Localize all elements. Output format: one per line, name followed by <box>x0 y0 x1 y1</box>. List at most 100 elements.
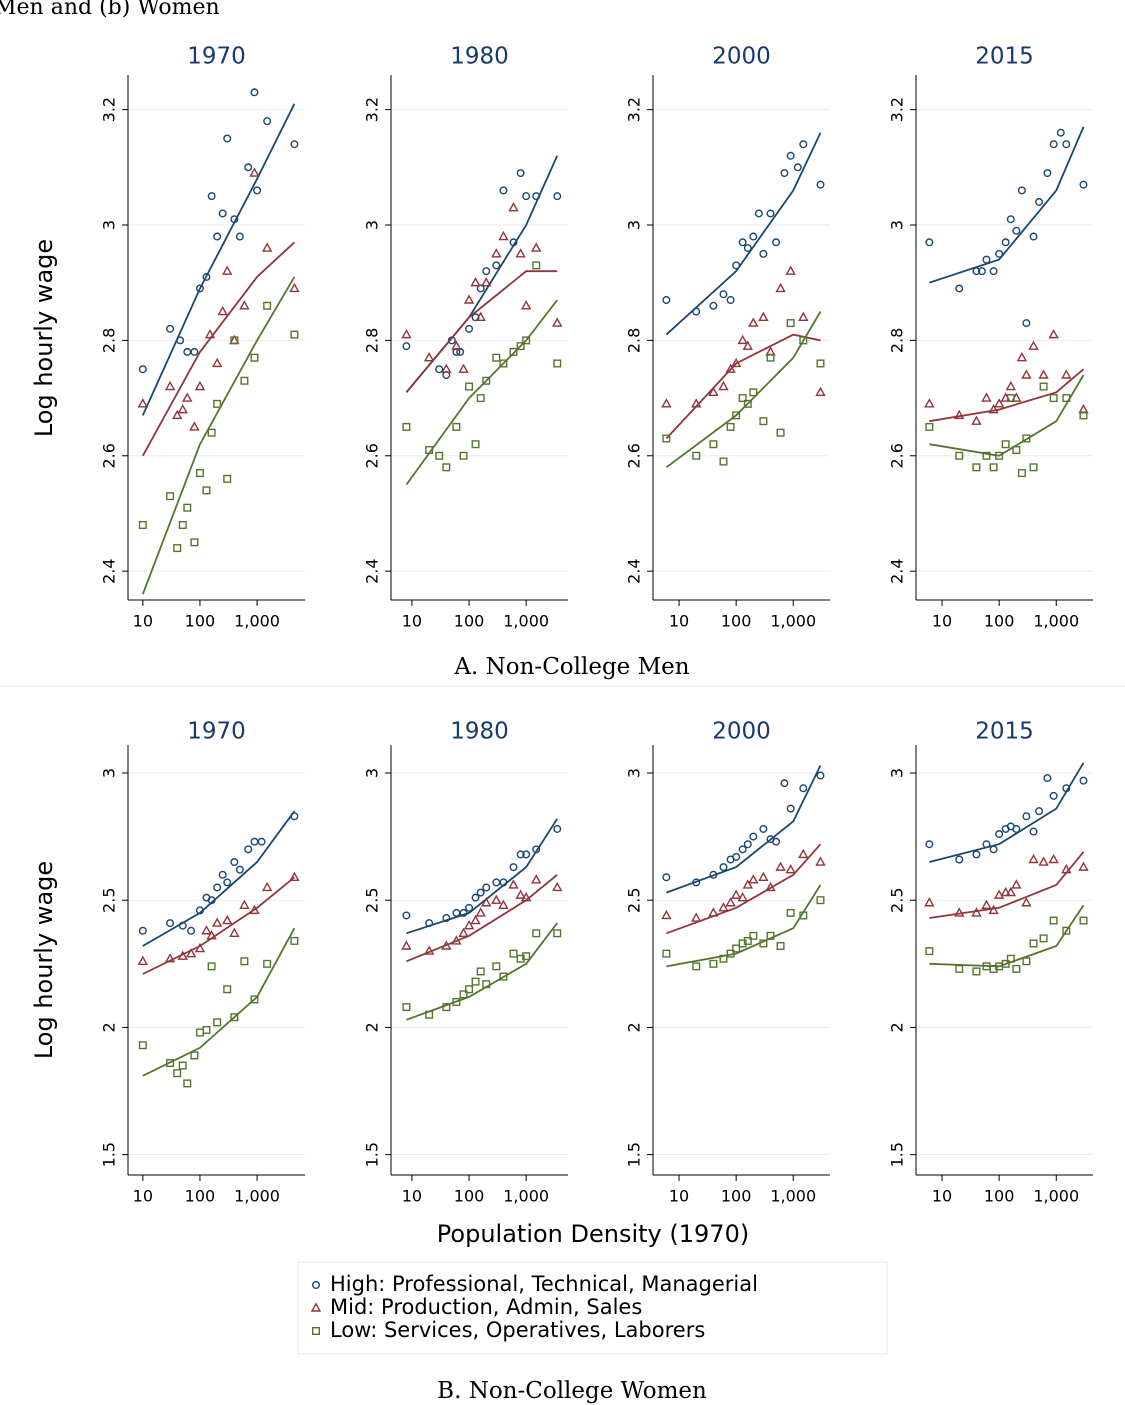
point <box>738 394 747 403</box>
point <box>458 927 469 937</box>
fit-line <box>406 818 558 935</box>
point <box>1043 169 1052 178</box>
point <box>138 521 147 530</box>
point <box>202 486 211 495</box>
y-tick-label: 3 <box>888 768 907 778</box>
fit-line <box>665 132 822 336</box>
fit-line <box>406 922 558 1021</box>
point <box>492 878 501 887</box>
point <box>201 925 212 935</box>
point <box>925 238 934 247</box>
point <box>230 336 239 345</box>
point <box>725 897 736 907</box>
point <box>982 451 991 460</box>
point <box>799 784 808 793</box>
point <box>786 151 795 160</box>
fit-line <box>405 270 558 393</box>
x-tick-label: 1,000 <box>503 612 549 631</box>
point <box>1038 369 1049 379</box>
x-tick-label: 100 <box>454 1187 485 1206</box>
y-tick-label: 2.6 <box>363 443 382 468</box>
point <box>218 209 227 218</box>
point <box>775 282 786 293</box>
point <box>993 889 1005 899</box>
point <box>194 380 206 391</box>
y-tick-label: 2 <box>888 1022 907 1032</box>
point <box>972 850 981 859</box>
fit-line <box>665 311 822 469</box>
point <box>222 265 233 275</box>
point <box>1012 446 1021 455</box>
point <box>290 936 299 945</box>
point <box>661 909 672 920</box>
point <box>491 894 502 904</box>
point <box>1079 411 1088 420</box>
point <box>982 255 991 264</box>
y-tick-label: 2.8 <box>888 328 907 353</box>
point <box>924 897 935 907</box>
point <box>492 353 501 362</box>
point <box>172 409 183 420</box>
y-axis-title: Log hourly wage <box>30 239 58 437</box>
point <box>815 386 826 397</box>
y-tick-label: 3 <box>625 768 644 778</box>
point <box>759 249 768 258</box>
point <box>499 186 508 195</box>
point <box>1049 916 1058 925</box>
y-tick-label: 2.6 <box>888 443 907 468</box>
point <box>742 879 753 889</box>
point <box>772 837 781 846</box>
point <box>178 1061 187 1070</box>
point <box>748 317 759 327</box>
point <box>463 294 475 304</box>
point <box>213 399 222 408</box>
point <box>1061 369 1072 379</box>
point <box>553 359 562 368</box>
point <box>708 386 719 397</box>
point <box>213 232 222 241</box>
point <box>1079 776 1088 785</box>
point <box>289 871 300 882</box>
point <box>743 399 752 408</box>
y-tick-label: 2.4 <box>625 558 644 583</box>
point <box>798 848 809 859</box>
fit-line <box>142 241 296 457</box>
point <box>1079 180 1088 189</box>
fit-line <box>666 884 822 968</box>
point <box>235 865 244 874</box>
point <box>211 357 223 368</box>
point <box>531 874 542 884</box>
point <box>183 347 192 356</box>
point <box>925 840 934 849</box>
point <box>402 911 411 920</box>
y-tick-label: 3 <box>363 768 382 778</box>
fit-line <box>929 126 1085 284</box>
point <box>465 324 474 333</box>
point <box>476 284 485 293</box>
y-tick-label: 3 <box>100 768 119 778</box>
point <box>662 949 671 958</box>
point <box>402 1003 411 1012</box>
point <box>1035 197 1044 206</box>
point <box>195 1028 204 1037</box>
point <box>223 474 232 483</box>
point <box>1006 394 1015 403</box>
y-tick-label: 2 <box>625 1022 644 1032</box>
point <box>772 238 781 247</box>
point <box>263 301 272 310</box>
point <box>732 852 741 861</box>
x-tick-label: 1,000 <box>1033 612 1079 631</box>
point <box>257 837 266 846</box>
point <box>758 311 769 322</box>
point <box>522 850 531 859</box>
point <box>402 342 411 351</box>
point <box>1011 879 1022 889</box>
x-tick-label: 1,000 <box>503 1187 549 1206</box>
panel-title: 2015 <box>975 719 1034 745</box>
point <box>1012 226 1021 235</box>
point <box>749 832 758 841</box>
point <box>993 398 1005 408</box>
point <box>1001 238 1010 247</box>
point <box>182 392 193 402</box>
point <box>508 202 519 212</box>
